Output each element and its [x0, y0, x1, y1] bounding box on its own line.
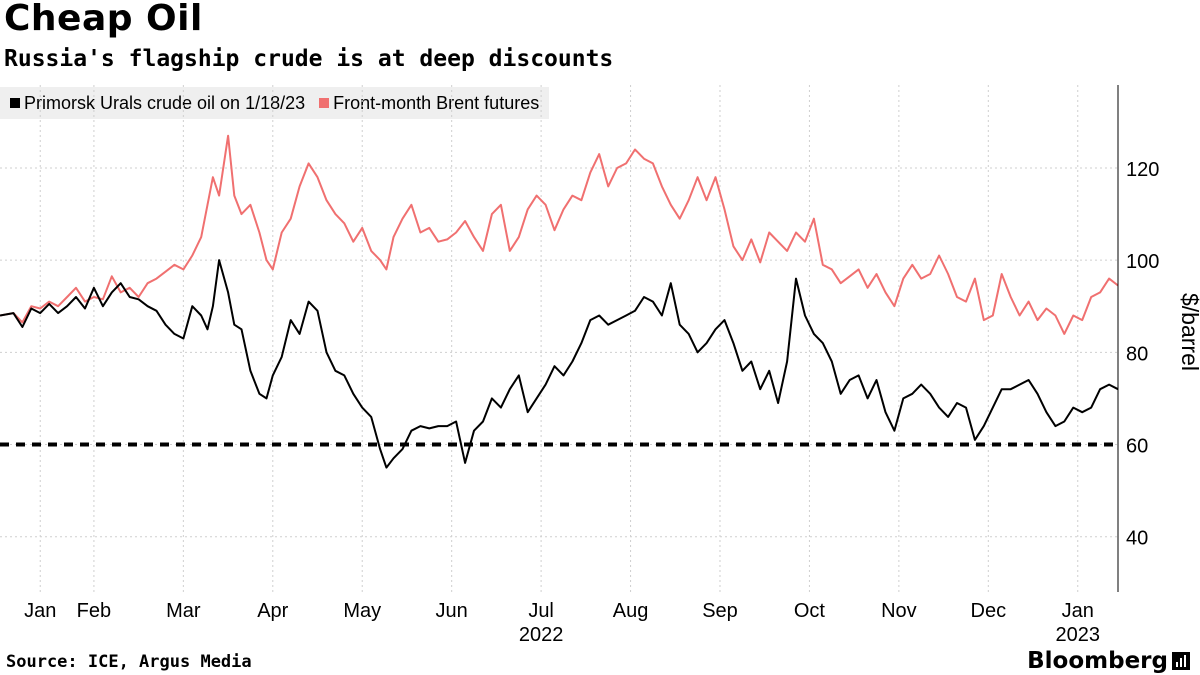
x-tick-label: Apr [257, 600, 288, 622]
x-tick-label: Jan [24, 600, 56, 622]
x-tick-label: Aug [613, 600, 649, 622]
x-tick-label: May [343, 600, 381, 622]
x-tick-label: Dec [971, 600, 1007, 622]
x-tick-label: Mar [166, 600, 201, 622]
legend-item-urals: Primorsk Urals crude oil on 1/18/23 [10, 93, 305, 114]
y-axis-label: $/barrel [1177, 293, 1200, 371]
brand-logo: Bloomberg [1027, 648, 1190, 674]
legend-swatch-urals [10, 98, 20, 108]
x-year-label: 2022 [519, 624, 564, 646]
x-tick-label: Oct [794, 600, 826, 622]
bar-chart-icon [1172, 652, 1190, 670]
chart-subtitle: Russia's flagship crude is at deep disco… [4, 46, 614, 72]
y-tick-label: 80 [1126, 343, 1148, 365]
legend-item-brent: Front-month Brent futures [319, 93, 539, 114]
x-tick-label: Nov [881, 600, 917, 622]
x-year-label: 2023 [1056, 624, 1101, 646]
chart-title: Cheap Oil [4, 0, 203, 39]
legend-label-brent: Front-month Brent futures [333, 92, 540, 113]
legend-swatch-brent [319, 98, 330, 108]
x-tick-label: Jul [528, 600, 554, 622]
y-tick-label: 120 [1126, 159, 1159, 181]
source-note: Source: ICE, Argus Media [6, 652, 252, 672]
x-tick-label: Sep [702, 600, 738, 622]
y-tick-label: 100 [1126, 251, 1159, 273]
series-line-urals [0, 259, 1119, 469]
x-tick-label: Jun [436, 600, 468, 622]
y-tick-label: 40 [1126, 528, 1148, 550]
x-tick-label: Jan [1062, 600, 1094, 622]
y-tick-label: 60 [1126, 436, 1148, 458]
legend-label-urals: Primorsk Urals crude oil on 1/18/23 [24, 92, 306, 113]
x-tick-label: Feb [77, 600, 111, 622]
brand-name: Bloomberg [1027, 648, 1168, 674]
series-line-brent [0, 134, 1119, 335]
legend: Primorsk Urals crude oil on 1/18/23 Fron… [0, 87, 550, 119]
